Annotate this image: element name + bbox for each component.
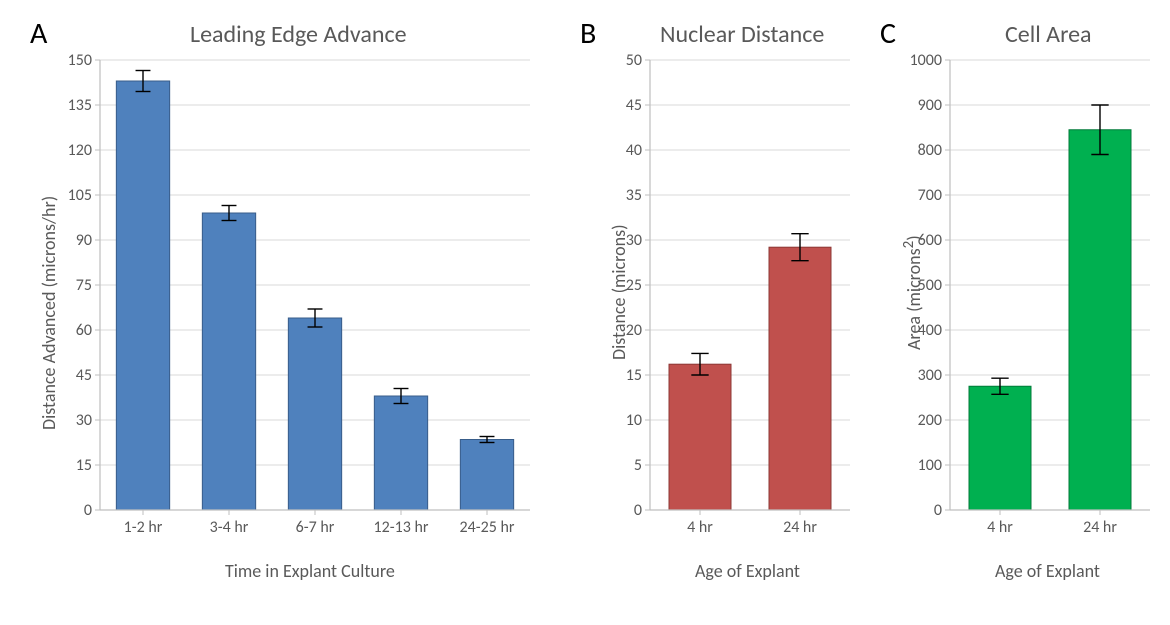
svg-text:200: 200: [918, 411, 942, 430]
panel-b-xlabel: Age of Explant: [695, 560, 800, 582]
bar: [1069, 130, 1131, 510]
category-label: 24 hr: [1083, 518, 1117, 537]
panel-c-chart: 0 100 200 300 400 500 600 700 800 900 1000 4 hr 24 h…: [0, 0, 1170, 560]
svg-text:700: 700: [918, 186, 942, 205]
panel-a-xlabel: Time in Explant Culture: [225, 560, 395, 582]
svg-text:500: 500: [918, 276, 942, 295]
svg-text:600: 600: [918, 231, 942, 250]
figure-root: A Leading Edge Advance Distance Advanced…: [0, 0, 1170, 625]
svg-text:800: 800: [918, 141, 942, 160]
bar: [969, 386, 1031, 510]
svg-text:1000: 1000: [910, 51, 942, 70]
svg-text:0: 0: [934, 501, 942, 520]
svg-text:900: 900: [918, 96, 942, 115]
svg-text:100: 100: [918, 456, 942, 475]
panel-c-xlabel: Age of Explant: [995, 560, 1100, 582]
svg-text:400: 400: [918, 321, 942, 340]
svg-text:300: 300: [918, 366, 942, 385]
category-label: 4 hr: [987, 518, 1013, 537]
